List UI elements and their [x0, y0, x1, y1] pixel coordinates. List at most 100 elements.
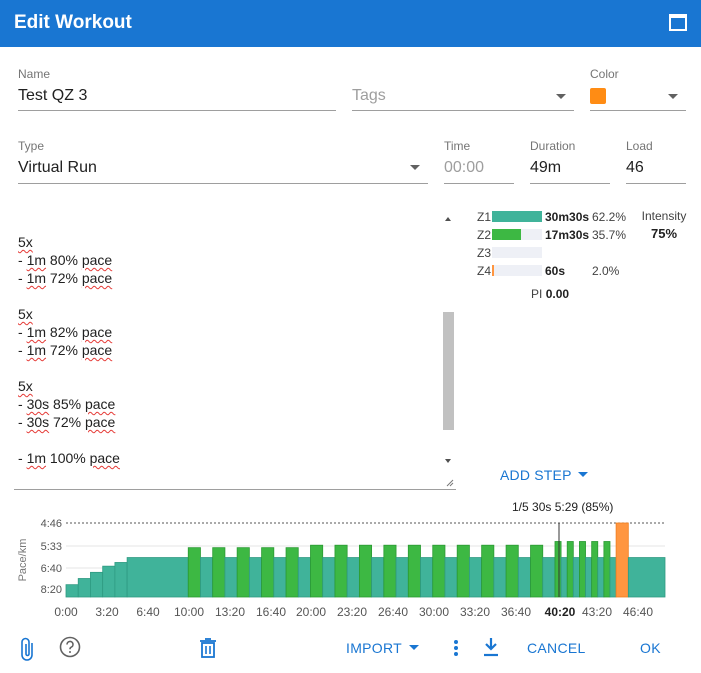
- chart-step-bar: [530, 544, 544, 598]
- resize-handle-icon[interactable]: [446, 479, 454, 487]
- zone-time: 30m30s: [545, 210, 590, 224]
- chart-step-bar: [444, 557, 458, 598]
- editor-line[interactable]: [18, 359, 120, 377]
- editor-line[interactable]: 5x: [18, 234, 33, 250]
- pi-label: PI: [531, 287, 543, 301]
- attachment-icon[interactable]: [18, 637, 38, 663]
- chart-step-bar: [560, 557, 568, 598]
- tags-underline: [352, 110, 574, 111]
- zone-bar-fill: [492, 265, 494, 276]
- chart-step-bar: [572, 557, 580, 598]
- editor-scrollbar[interactable]: [442, 208, 454, 468]
- chart-step-bar: [554, 541, 562, 598]
- chart-hover-info: 1/5 30s 5:29 (85%): [512, 500, 614, 514]
- duration-label: Duration: [530, 139, 576, 153]
- editor-line[interactable]: [18, 431, 120, 449]
- cancel-button[interactable]: CANCEL: [527, 640, 586, 656]
- chart-step-bar: [261, 547, 275, 598]
- chart-step-bar: [77, 578, 91, 598]
- scroll-thumb[interactable]: [443, 312, 454, 430]
- zone-time: 17m30s: [545, 228, 590, 242]
- trash-icon[interactable]: [198, 637, 218, 659]
- ok-button[interactable]: OK: [640, 640, 661, 656]
- editor-line[interactable]: 5x: [18, 378, 33, 394]
- chart-y-tick-label: 6:40: [41, 563, 62, 575]
- editor-line[interactable]: - 1m 80% pace: [18, 252, 113, 268]
- zone-name: Z3: [477, 246, 492, 260]
- color-field[interactable]: Color: [590, 67, 686, 111]
- chart-step-bar: [603, 541, 611, 598]
- chart-step-bar: [609, 557, 617, 598]
- chart-step-bar: [310, 544, 324, 598]
- type-underline: [18, 183, 428, 184]
- time-underline: [444, 183, 514, 184]
- tags-field[interactable]: Tags: [352, 67, 574, 111]
- load-field[interactable]: Load 46: [626, 139, 686, 184]
- chart-step-bar: [420, 557, 434, 598]
- workout-text-editor[interactable]: 5x - 1m 80% pace - 1m 72% pace 5x - 1m 82% p…: [14, 208, 456, 490]
- time-label: Time: [444, 139, 471, 153]
- editor-line[interactable]: - 30s 85% pace: [18, 396, 116, 412]
- dialog-footer: IMPORT CANCEL OK: [0, 630, 701, 673]
- chart-step-bar: [579, 541, 586, 598]
- chart-step-bar: [566, 541, 574, 598]
- chart-step-bar: [505, 544, 519, 598]
- color-label: Color: [590, 67, 619, 81]
- load-input[interactable]: 46: [626, 159, 644, 176]
- editor-line[interactable]: [18, 287, 120, 305]
- maximize-icon[interactable]: [669, 14, 687, 31]
- tags-input[interactable]: Tags: [352, 87, 386, 104]
- editor-line[interactable]: - 1m 100% pace: [18, 450, 120, 466]
- type-select[interactable]: Virtual Run: [18, 159, 97, 176]
- more-vert-icon[interactable]: [450, 637, 462, 659]
- duration-input[interactable]: 49m: [530, 159, 562, 176]
- editor-line[interactable]: - 1m 72% pace: [18, 270, 113, 286]
- name-field[interactable]: Name Test QZ 3: [18, 67, 336, 111]
- intensity-readout: Intensity 75%: [641, 209, 687, 241]
- workout-chart[interactable]: 4:46 5:33 6:40 8:20 Pace/km 0:00 3:20 6:40 10:00…: [0, 515, 701, 625]
- time-input[interactable]: 00:00: [444, 159, 485, 176]
- workout-text[interactable]: 5x - 1m 80% pace - 1m 72% pace 5x - 1m 82% p…: [18, 233, 120, 467]
- zone-row-z2: Z2 17m30s 35.7%: [477, 226, 637, 244]
- chart-step-bar: [273, 557, 287, 598]
- chart-step-bar: [469, 557, 483, 598]
- import-dropdown-icon: [409, 645, 419, 650]
- type-field[interactable]: Type Virtual Run: [18, 139, 428, 184]
- chart-step-bar: [371, 557, 385, 598]
- chart-step-bar: [627, 557, 666, 598]
- editor-line[interactable]: - 1m 72% pace: [18, 342, 113, 358]
- chart-step-bar: [236, 547, 250, 598]
- import-button[interactable]: IMPORT: [346, 640, 419, 656]
- chart-step-bar: [585, 557, 593, 598]
- dialog-title: Edit Workout: [14, 12, 132, 33]
- zone-bar-track: [492, 211, 542, 222]
- name-underline: [18, 110, 336, 111]
- chart-step-bar: [65, 584, 79, 598]
- chart-x-tick-label: 20:00: [296, 605, 326, 619]
- editor-line[interactable]: - 30s 72% pace: [18, 414, 116, 430]
- duration-field[interactable]: Duration 49m: [530, 139, 610, 184]
- chart-y-tick-label: 4:46: [41, 518, 62, 530]
- type-label: Type: [18, 139, 45, 153]
- color-dropdown-icon[interactable]: [668, 94, 678, 99]
- zone-bar-track: [492, 265, 542, 276]
- time-field[interactable]: Time 00:00: [444, 139, 514, 184]
- help-icon[interactable]: [58, 635, 82, 659]
- pi-value: 0.00: [545, 287, 570, 301]
- chart-step-bar: [346, 557, 360, 598]
- pi-readout: PI 0.00: [531, 287, 569, 301]
- chart-step-bar: [285, 547, 299, 598]
- scroll-up-icon[interactable]: [445, 217, 451, 221]
- name-input[interactable]: Test QZ 3: [18, 87, 88, 104]
- import-label: IMPORT: [346, 640, 402, 656]
- type-dropdown-icon[interactable]: [410, 165, 420, 170]
- download-icon[interactable]: [482, 636, 500, 658]
- chart-step-bar: [322, 557, 336, 598]
- add-step-button[interactable]: ADD STEP: [500, 467, 588, 483]
- tags-dropdown-icon[interactable]: [556, 94, 566, 99]
- editor-line[interactable]: - 1m 82% pace: [18, 324, 113, 340]
- editor-line[interactable]: 5x: [18, 306, 33, 322]
- chart-x-tick-label: 16:40: [256, 605, 286, 619]
- scroll-down-icon[interactable]: [445, 459, 451, 463]
- color-swatch[interactable]: [590, 88, 606, 104]
